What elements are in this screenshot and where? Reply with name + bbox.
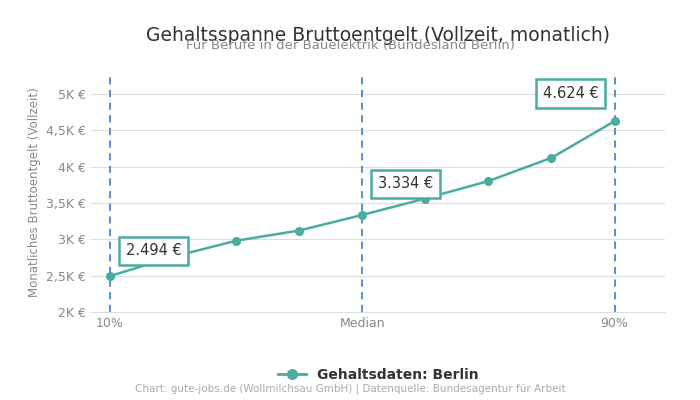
Legend: Gehaltsdaten: Berlin: Gehaltsdaten: Berlin (272, 362, 484, 387)
Text: 3.334 €: 3.334 € (378, 176, 433, 191)
Y-axis label: Monatliches Bruttoentgelt (Vollzeit): Monatliches Bruttoentgelt (Vollzeit) (28, 87, 41, 297)
Text: Chart: gute-jobs.de (Wollmilchsau GmbH) | Datenquelle: Bundesagentur für Arbeit: Chart: gute-jobs.de (Wollmilchsau GmbH) … (134, 384, 566, 394)
Text: Für Berufe in der Bauelektrik (Bundesland Berlin): Für Berufe in der Bauelektrik (Bundeslan… (186, 40, 514, 52)
Text: 2.494 €: 2.494 € (126, 243, 181, 258)
Title: Gehaltsspanne Bruttoentgelt (Vollzeit, monatlich): Gehaltsspanne Bruttoentgelt (Vollzeit, m… (146, 26, 610, 46)
Text: 4.624 €: 4.624 € (543, 86, 598, 101)
